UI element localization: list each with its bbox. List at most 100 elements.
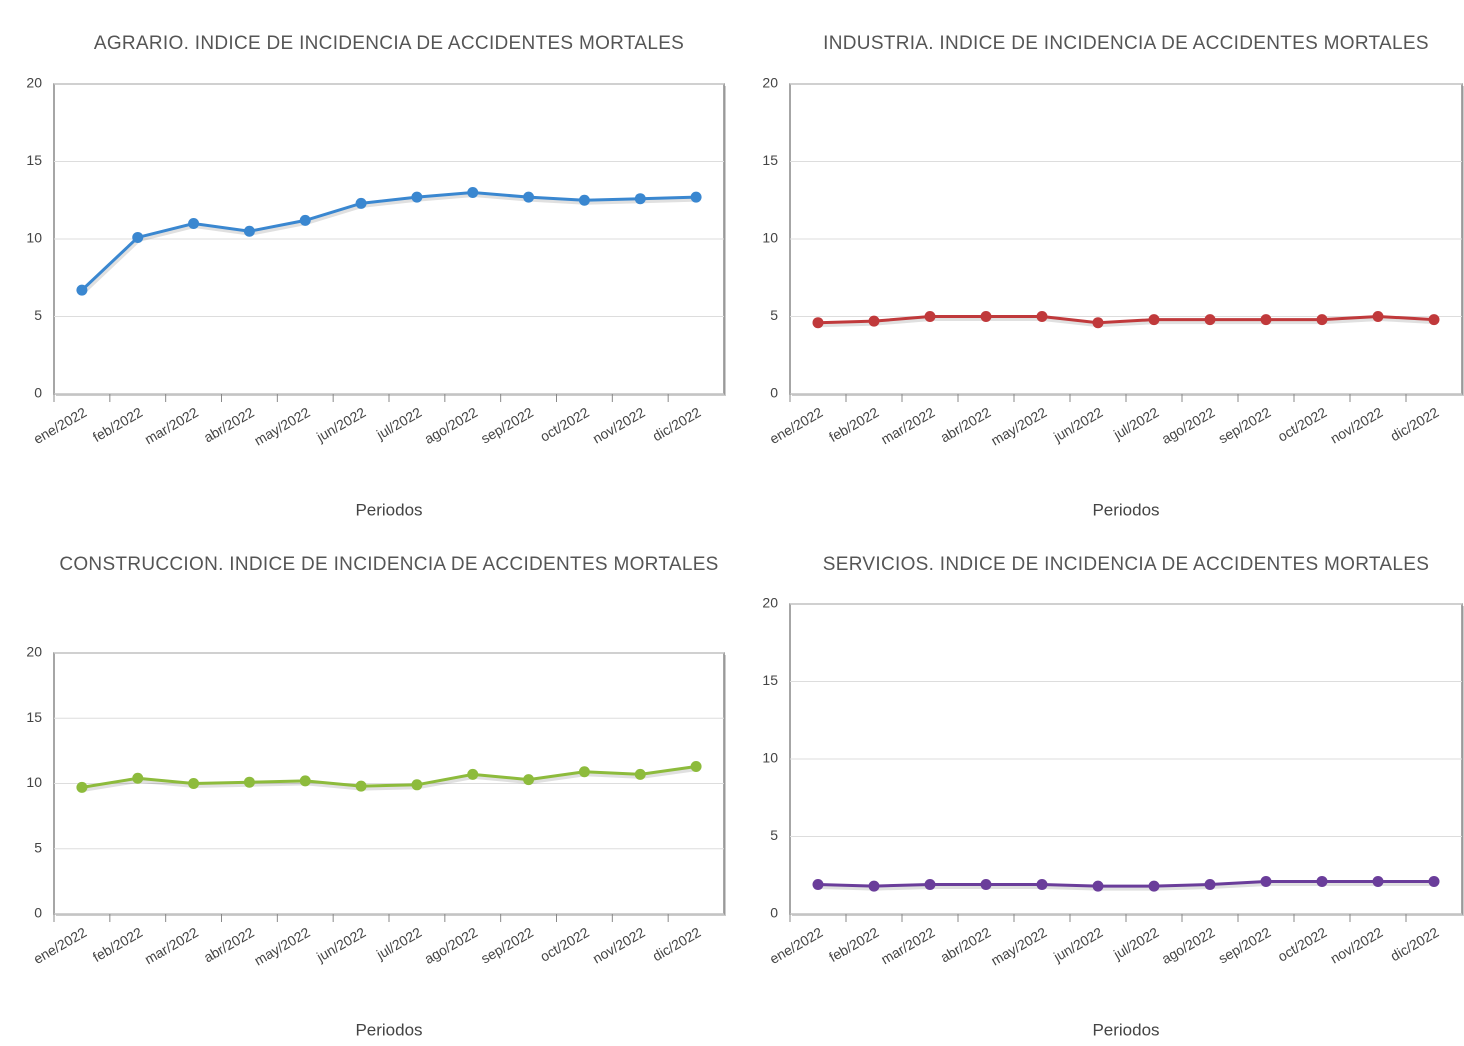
data-point: [1372, 311, 1384, 322]
y-tick-label: 15: [26, 709, 42, 725]
x-tick-label: oct/2022: [537, 924, 592, 965]
y-tick-label: 0: [770, 905, 778, 921]
y-tick-label: 15: [26, 152, 42, 168]
data-point: [76, 781, 88, 793]
series-line-shadow: [81, 191, 698, 294]
data-point: [1092, 880, 1104, 892]
data-point: [1036, 311, 1048, 322]
data-point: [523, 191, 535, 203]
series-line: [817, 879, 1434, 888]
data-point: [76, 284, 88, 296]
chart-title: INDUSTRIA. INDICE DE INCIDENCIA DE ACCID…: [823, 33, 1429, 54]
data-point: [1260, 314, 1272, 326]
y-tick-label: 20: [26, 75, 42, 91]
x-tick-label: mar/2022: [142, 924, 201, 968]
data-point: [1148, 314, 1160, 326]
x-tick-label: ene/2022: [767, 404, 826, 447]
data-point: [868, 880, 880, 892]
data-point: [1036, 879, 1048, 891]
x-tick-label: dic/2022: [650, 924, 704, 964]
data-point: [812, 317, 824, 329]
x-tick-label: feb/2022: [90, 924, 145, 965]
y-tick-label: 0: [770, 385, 778, 401]
data-point: [980, 311, 992, 322]
chart-title: CONSTRUCCION. INDICE DE INCIDENCIA DE AC…: [59, 554, 719, 575]
series-line-shadow: [818, 315, 1436, 328]
data-point: [1428, 875, 1440, 887]
series-line-shadow: [82, 766, 698, 792]
x-tick-label: sep/2022: [478, 924, 536, 967]
y-tick-label: 0: [34, 905, 42, 921]
data-point: [132, 231, 144, 243]
x-tick-label: feb/2022: [90, 404, 145, 445]
data-point: [467, 187, 479, 198]
data-point: [1316, 875, 1328, 887]
data-point: [411, 191, 423, 203]
data-point: [1092, 317, 1104, 329]
x-tick-label: oct/2022: [537, 404, 592, 445]
data-point: [1428, 314, 1440, 326]
x-tick-label: jul/2022: [1110, 924, 1162, 963]
x-axis-label: Periodos: [355, 1020, 422, 1039]
x-tick-label: ago/2022: [422, 404, 481, 447]
x-tick-label: ene/2022: [31, 924, 90, 967]
series-line: [80, 190, 697, 292]
x-axis-label: Periodos: [355, 500, 422, 519]
x-tick-label: ago/2022: [1159, 924, 1218, 967]
y-tick-label: 15: [762, 152, 778, 168]
data-point: [299, 214, 311, 226]
x-tick-label: sep/2022: [478, 404, 536, 447]
x-tick-label: mar/2022: [142, 404, 201, 448]
data-point: [924, 311, 936, 322]
y-tick-label: 5: [34, 307, 42, 323]
y-tick-label: 0: [34, 385, 42, 401]
data-point: [578, 766, 590, 778]
x-tick-label: ago/2022: [422, 924, 481, 967]
data-point: [1316, 314, 1328, 326]
data-point: [188, 218, 200, 229]
data-point: [690, 191, 702, 203]
x-tick-label: dic/2022: [1388, 404, 1442, 444]
y-tick-label: 5: [34, 839, 42, 855]
x-tick-label: abr/2022: [937, 404, 993, 446]
x-tick-label: nov/2022: [590, 924, 648, 967]
data-point: [132, 772, 144, 784]
x-tick-label: may/2022: [251, 924, 312, 969]
y-tick-label: 20: [762, 75, 778, 91]
x-tick-label: jul/2022: [373, 924, 425, 963]
x-tick-label: ago/2022: [1159, 404, 1218, 447]
x-tick-label: sep/2022: [1215, 924, 1273, 967]
y-tick-label: 5: [770, 827, 778, 843]
series-line: [817, 314, 1435, 325]
x-tick-label: oct/2022: [1275, 404, 1330, 445]
chart-title: AGRARIO. INDICE DE INCIDENCIA DE ACCIDEN…: [93, 33, 685, 54]
x-tick-label: jun/2022: [313, 924, 369, 965]
data-point: [690, 761, 702, 773]
x-tick-label: ene/2022: [31, 404, 90, 447]
x-axis-label: Periodos: [1092, 1020, 1159, 1039]
data-point: [812, 879, 824, 891]
x-tick-label: sep/2022: [1215, 404, 1273, 447]
x-tick-label: dic/2022: [650, 404, 704, 444]
x-tick-label: nov/2022: [1327, 924, 1385, 967]
data-point: [243, 225, 255, 237]
x-tick-label: abr/2022: [937, 924, 993, 966]
x-axis-label: Periodos: [1092, 500, 1159, 519]
x-tick-label: jun/2022: [1050, 924, 1106, 965]
x-tick-label: may/2022: [988, 924, 1049, 969]
x-tick-label: nov/2022: [1327, 404, 1385, 447]
series-line: [81, 765, 697, 789]
x-tick-label: may/2022: [988, 404, 1049, 449]
data-point: [355, 197, 367, 209]
y-tick-label: 10: [26, 230, 42, 246]
x-tick-label: mar/2022: [878, 404, 937, 448]
y-tick-label: 20: [762, 595, 778, 611]
data-point: [523, 774, 535, 786]
data-point: [1372, 875, 1384, 887]
x-tick-label: dic/2022: [1388, 924, 1442, 964]
data-point: [1204, 879, 1216, 891]
series-line-shadow: [818, 880, 1435, 891]
data-point: [868, 315, 880, 327]
data-point: [980, 879, 992, 891]
